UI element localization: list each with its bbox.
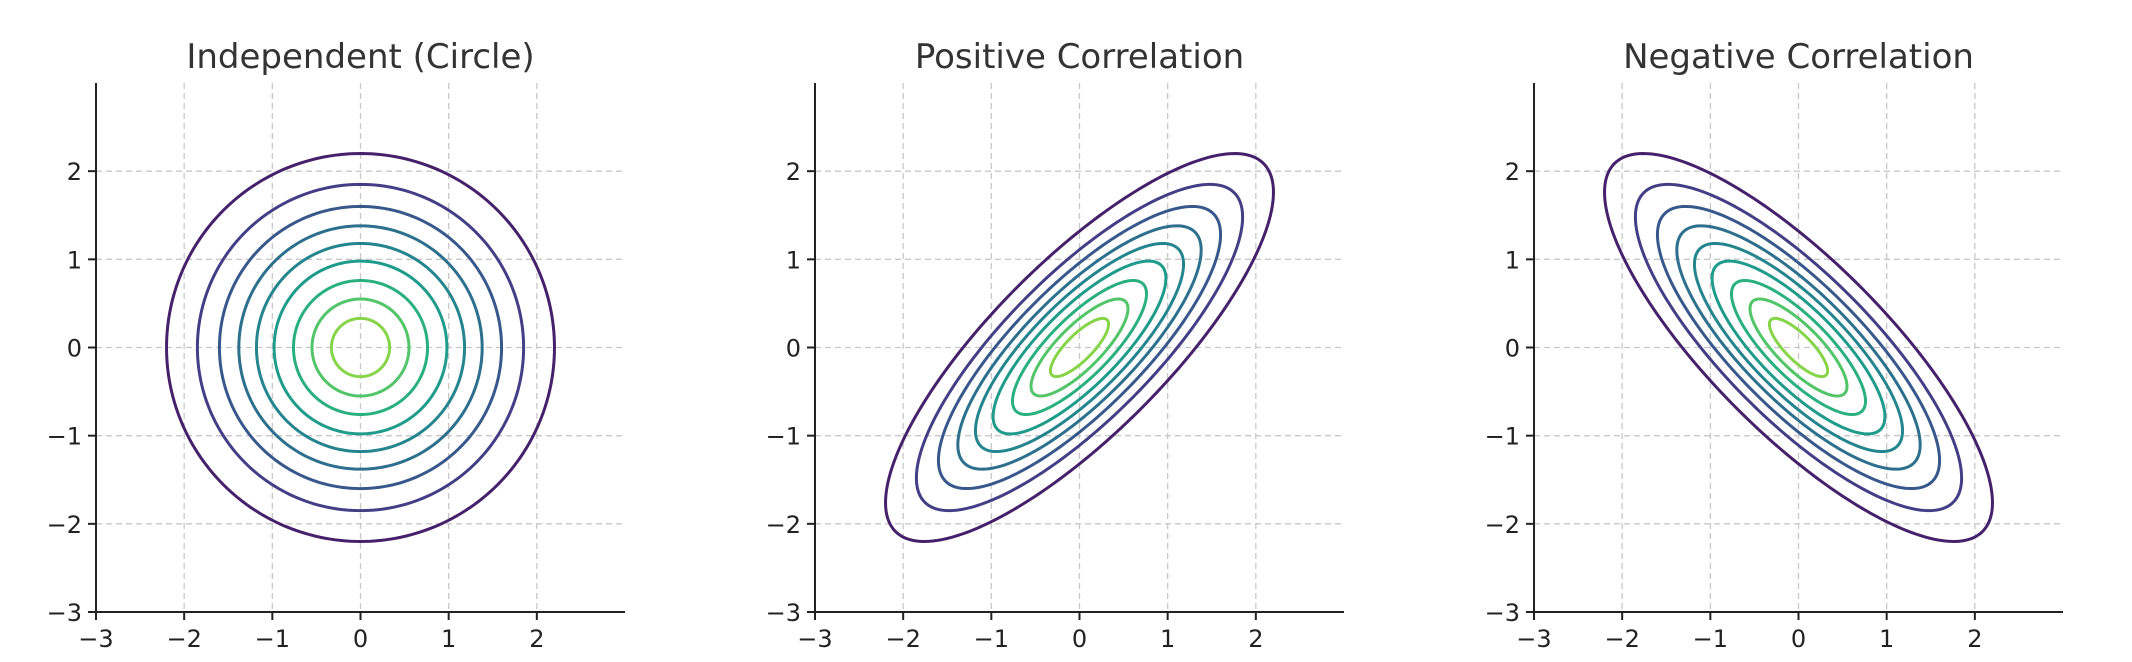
contour-level-2: [914, 182, 1245, 513]
y-tick-label: 2: [1505, 158, 1520, 186]
contour-level-1: [884, 152, 1275, 543]
x-tick-label: −2: [1604, 625, 1639, 653]
y-tick-label: 2: [786, 158, 801, 186]
contour-level-3: [936, 204, 1223, 491]
contour-level-1: [1603, 152, 1994, 543]
y-tick-label: −3: [47, 599, 82, 627]
y-tick-label: 1: [67, 246, 82, 274]
x-tick-label: 0: [1072, 625, 1087, 653]
y-tick-label: −1: [766, 423, 801, 451]
y-tick-label: −2: [47, 511, 82, 539]
contour-level-4: [237, 224, 484, 471]
y-tick-label: −1: [47, 423, 82, 451]
contour-level-6: [1710, 259, 1887, 436]
y-tick-label: −2: [766, 511, 801, 539]
contour-level-8: [310, 297, 411, 398]
contour-level-2: [195, 182, 526, 513]
x-tick-label: 2: [1248, 625, 1263, 653]
y-tick-label: −1: [1485, 423, 1520, 451]
y-tick-label: 1: [786, 246, 801, 274]
contour-level-6: [991, 259, 1168, 436]
contour-level-4: [956, 224, 1203, 471]
contour-level-7: [1011, 279, 1148, 416]
contour-level-9: [1767, 316, 1830, 379]
contour-level-7: [291, 278, 430, 417]
chart-title: Positive Correlation: [915, 37, 1244, 77]
contour-level-4: [1675, 224, 1922, 471]
contour-level-9: [1048, 316, 1111, 379]
y-tick-label: 1: [1505, 246, 1520, 274]
y-tick-label: −2: [1485, 511, 1520, 539]
x-tick-label: 1: [441, 625, 456, 653]
contour-level-5: [254, 241, 467, 454]
contour-level-1: [165, 152, 556, 543]
y-tick-label: −3: [1485, 599, 1520, 627]
y-tick-label: 2: [67, 158, 82, 186]
chart-title: Negative Correlation: [1623, 37, 1974, 77]
x-tick-label: −3: [797, 625, 832, 653]
x-tick-label: −1: [1693, 625, 1728, 653]
x-tick-label: −2: [885, 625, 920, 653]
x-tick-label: −2: [166, 625, 201, 653]
contour-level-6: [272, 259, 449, 436]
contour-level-3: [1655, 204, 1942, 491]
contour-level-7: [1730, 279, 1867, 416]
x-tick-label: 0: [1791, 625, 1806, 653]
contour-level-9: [329, 316, 392, 379]
x-tick-label: 1: [1879, 625, 1894, 653]
x-tick-label: −1: [974, 625, 1009, 653]
contour-level-3: [217, 204, 504, 491]
contour-level-5: [973, 241, 1186, 454]
x-tick-label: 2: [529, 625, 544, 653]
x-tick-label: 0: [353, 625, 368, 653]
x-tick-label: −1: [255, 625, 290, 653]
chart-title: Independent (Circle): [186, 37, 534, 77]
y-tick-label: −3: [766, 599, 801, 627]
contour-level-2: [1633, 182, 1964, 513]
x-tick-label: −3: [1516, 625, 1551, 653]
chart-panel-2: −3 −2 −1 0 1 2 −3 −2 −1 0 1 2 Positive Correlation: [766, 37, 1344, 653]
contour-level-8: [1748, 297, 1849, 398]
x-tick-label: 2: [1967, 625, 1982, 653]
y-tick-label: 0: [1505, 335, 1520, 363]
y-tick-label: 0: [67, 335, 82, 363]
x-tick-label: −3: [78, 625, 113, 653]
contour-level-8: [1029, 297, 1130, 398]
chart-panel-1: −3 −2 −1 0 1 2 −3 −2 −1 0 1 2 Independent (Circle): [47, 37, 625, 653]
x-tick-label: 1: [1160, 625, 1175, 653]
contour-level-5: [1692, 241, 1905, 454]
y-tick-label: 0: [786, 335, 801, 363]
chart-panel-3: −3 −2 −1 0 1 2 −3 −2 −1 0 1 2 Negative Correlation: [1485, 37, 2063, 653]
